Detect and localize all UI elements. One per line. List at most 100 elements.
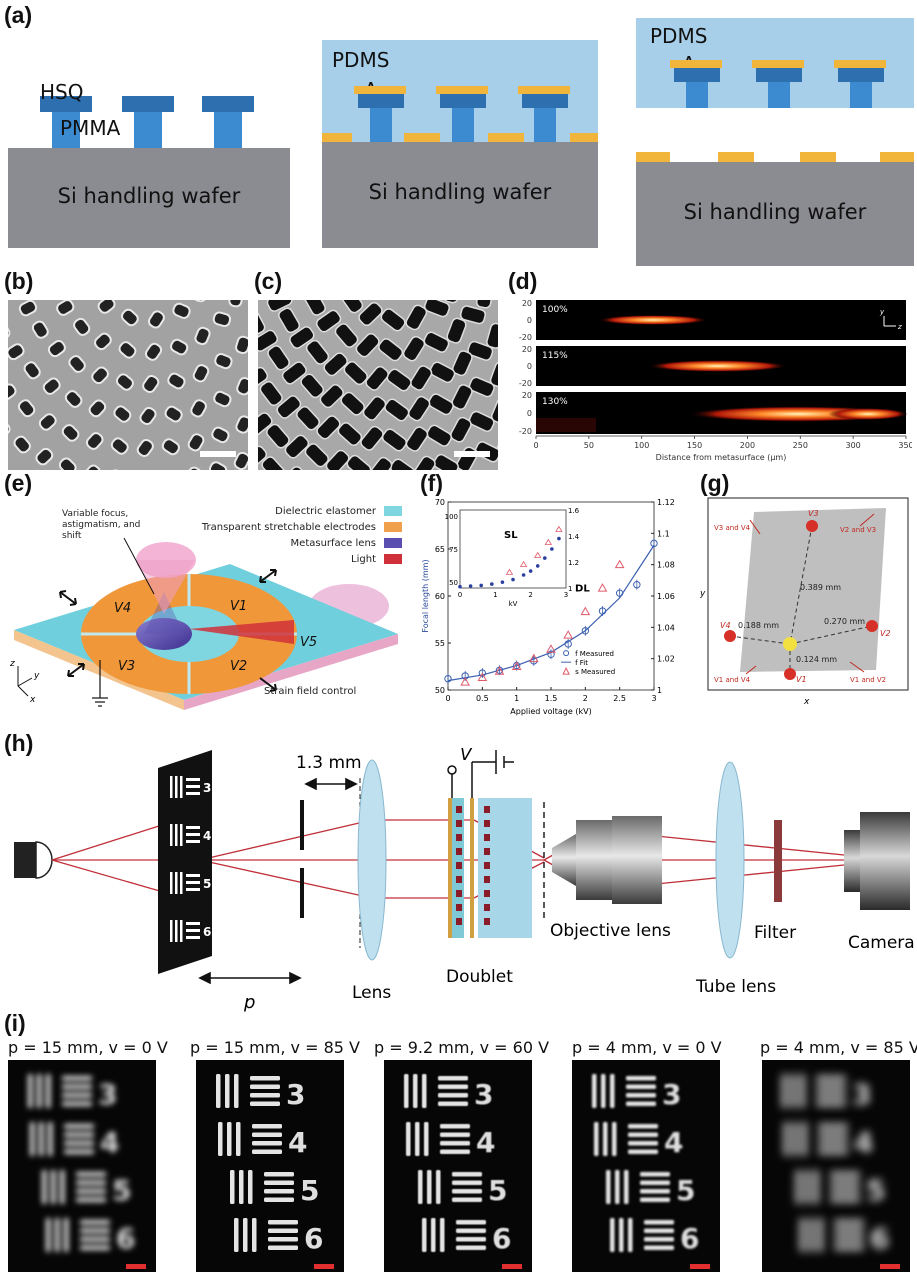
point-s-measured [580,606,591,616]
inset-y-tick-right: 1.6 [568,507,580,515]
nanofin [31,320,49,339]
nanofin [118,341,137,359]
annotation-variable-focus: Variable focus, astigmatism, and shift [62,509,143,541]
chart-digit: 4 [100,1126,119,1159]
inset-point [528,569,533,573]
nanofin [164,405,183,423]
nanofin [278,307,301,334]
scale-bar [200,451,236,457]
y-tick: -20 [519,333,532,342]
x-tick: 1.5 [545,694,558,703]
inset-y-tick: 50 [449,579,458,587]
inset-x-tick: 1 [493,591,497,599]
optical-setup: 3 4 5 6 p 1.3 mm Lens V Doublet [14,748,914,1013]
nanofin [161,438,180,456]
inset-point [468,584,473,588]
strain-map: V3 V4 V2 V1 0.389 mm 0.188 mm 0.270 mm 0… [700,497,909,707]
distance-label: 1.3 mm [296,753,362,773]
nanofin [407,395,431,422]
panel-label-g: (g) [700,470,730,496]
point-s-measured [460,677,471,686]
nanofin [405,426,429,452]
nanofin [235,415,248,434]
point-v4 [724,630,736,642]
y-tick: 20 [522,391,532,400]
row-label-130: 130% [542,397,568,407]
nanofin [369,456,393,470]
wafer-label: Si handling wafer [683,200,867,224]
lens [357,759,387,961]
image-caption: p = 15 mm, v = 0 V [8,1038,168,1057]
nanofin [319,384,344,409]
nanofin [489,361,498,388]
y-tick: -20 [519,427,532,436]
si-wafer: Si handling wafer [636,162,914,266]
nanofin [426,424,453,447]
nanofin [139,406,157,426]
target-number: 4 [203,829,211,843]
image-tile: 3 4 5 6 [196,1060,344,1272]
y-tick-right: 1.12 [657,498,675,507]
filter [774,820,782,902]
legend-label: f Fit [575,659,588,667]
point-f-measured [598,607,607,615]
image-caption: p = 4 mm, v = 85 V [760,1038,917,1057]
tube-lens [715,761,745,959]
chart-digit: 5 [300,1174,319,1207]
x-tick: 1 [514,694,519,703]
nanofin [280,466,306,470]
nanofin [147,310,165,329]
axes-icon [883,316,896,327]
inset-point [557,536,561,541]
chart-digit: 5 [866,1174,885,1207]
nanofin [17,399,36,418]
nanofin [358,301,383,327]
inset-x-tick: 3 [564,591,568,599]
target-number: 5 [203,877,211,891]
nanofin [228,300,244,308]
corner-label: V1 and V4 [714,676,751,684]
target-number: 3 [203,781,211,795]
row-label-100: 100% [542,305,568,315]
nanofin [325,449,350,470]
dist-label: 0.188 mm [738,621,779,630]
focal-intensity-maps: 100% 115% 130% 20 0 -20 20 0 -20 20 0 -2… [519,299,912,462]
nanofin [208,461,228,470]
nanofin [258,329,279,352]
inset-y-tick-right: 1.2 [568,559,579,567]
legend-swatch [384,554,402,564]
nanofin [323,352,348,377]
chart-digit: 3 [286,1078,305,1111]
x-tick: 250 [793,441,808,450]
nanofin [56,300,75,316]
camera-label: Camera [848,933,914,953]
nanofin [433,453,459,470]
nanofin [451,350,473,377]
electrode-v2: V2 [230,659,247,674]
wafer-label: Si handling wafer [57,184,241,208]
nanofin [144,342,163,361]
y-tick-right: 1.02 [657,655,675,664]
legend-label: Metasurface lens [291,538,376,549]
nanofin [402,335,426,362]
nanofin [316,415,341,440]
si-wafer: Si handling wafer [322,142,598,248]
image-caption: p = 4 mm, v = 0 V [572,1038,722,1057]
nanofin [194,326,211,346]
nanofin [8,343,25,361]
camera [844,812,910,910]
inset-point [479,583,483,588]
nanofin [380,308,406,332]
nanofin [136,438,154,457]
point-s-measured [614,559,625,569]
nanofin [142,374,160,393]
x-tick: 100 [634,441,649,450]
chart-digit: 5 [112,1174,131,1207]
nanofin [47,340,66,358]
nanofin [192,300,209,303]
panel-label-a: (a) [4,2,33,28]
point-f-measured [650,539,658,548]
axis-y: y [700,589,706,599]
nanofin [334,323,359,348]
y-tick: 50 [435,686,445,695]
